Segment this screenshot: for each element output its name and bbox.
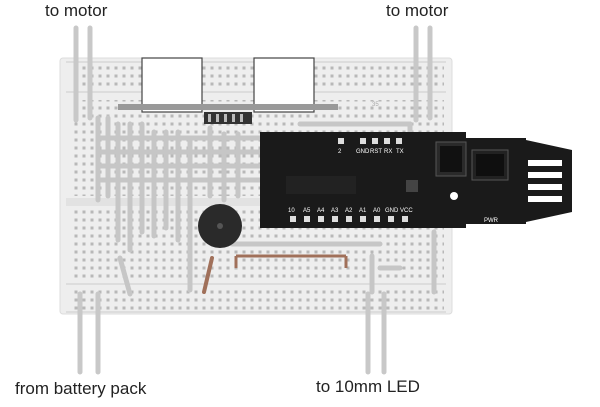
pin-label-rst: RST — [370, 149, 382, 155]
motor-connector-left — [141, 57, 203, 113]
pin-label-a1: A1 — [359, 208, 367, 214]
pwr-label: PWR — [484, 218, 499, 224]
connector-strip — [118, 104, 338, 110]
board-top-pin-labels: 2 GND RST RX TX — [338, 149, 404, 155]
label-to-led: to 10mm LED — [316, 377, 420, 396]
pin-label-a3: A3 — [331, 208, 339, 214]
bottom-power-rail — [66, 283, 446, 313]
resistor-diagonal — [202, 256, 214, 294]
label-to-motor-left: to motor — [45, 1, 108, 20]
board-bottom-pin-holes — [290, 216, 408, 222]
pin-label-rx: RX — [384, 149, 392, 155]
board-bottom-pin-labels: 10 A5 A4 A3 A2 A1 A0 GND VCC — [288, 208, 413, 214]
motor-connector-right — [253, 57, 315, 113]
pin-label-vcc: VCC — [400, 208, 413, 214]
piezo-buzzer — [198, 204, 242, 248]
pin-label-a5: A5 — [303, 208, 311, 214]
board-top-pin-holes — [338, 138, 402, 144]
pin-label-2: 2 — [338, 149, 342, 155]
pin-label-gnd-bottom: GND — [385, 208, 399, 214]
external-wires — [73, 25, 433, 375]
row-marker: 35 — [372, 102, 379, 108]
pin-label-a0: A0 — [373, 208, 381, 214]
pin-label-a2: A2 — [345, 208, 353, 214]
pin-label-gnd-top: GND — [356, 149, 370, 155]
label-to-motor-right: to motor — [386, 1, 449, 20]
usb-contacts — [528, 160, 562, 202]
pin-header — [204, 112, 252, 124]
microcontroller-board — [260, 132, 572, 228]
pin-label-tx: TX — [396, 149, 404, 155]
pin-label-a4: A4 — [317, 208, 325, 214]
label-from-battery-pack: from battery pack — [15, 379, 147, 398]
center-channel — [66, 198, 446, 206]
pin-label-10: 10 — [288, 208, 295, 214]
